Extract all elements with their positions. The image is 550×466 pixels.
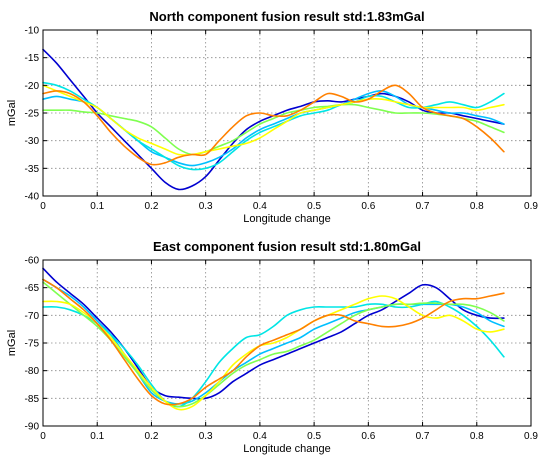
north-x-tick-label: 0.8 — [470, 201, 484, 212]
east-x-tick-label: 0.6 — [361, 431, 375, 442]
north-y-tick-label: -20 — [25, 81, 40, 92]
east-y-tick-label: -90 — [25, 422, 40, 433]
east-component-panel: East component fusion result std:1.80mGa… — [6, 239, 538, 455]
east-x-tick-label: 0 — [40, 431, 46, 442]
north-series-4-line — [42, 103, 505, 156]
north-y-tick-label: -30 — [25, 136, 40, 147]
north-y-tick-label: -35 — [25, 164, 40, 175]
east-x-ticks: 0 0.1 0.2 0.3 0.4 0.5 0.6 0.7 0.8 0.9 — [40, 260, 538, 442]
east-x-tick-label: 0.7 — [416, 431, 430, 442]
east-x-tick-label: 0.4 — [253, 431, 267, 442]
north-series-5-line — [42, 84, 505, 156]
north-x-tick-label: 0.1 — [90, 201, 104, 212]
north-component-panel: North component fusion result std:1.83mG… — [6, 9, 538, 225]
north-y-ticks: -40 -35 -30 -25 -20 -15 -10 — [25, 26, 531, 203]
east-y-tick-label: -75 — [25, 339, 40, 350]
east-y-tick-label: -85 — [25, 394, 40, 405]
north-y-tick-label: -15 — [25, 53, 40, 64]
north-x-tick-label: 0 — [40, 201, 46, 212]
north-x-tick-label: 0.3 — [199, 201, 213, 212]
north-x-tick-label: 0.9 — [524, 201, 538, 212]
east-x-tick-label: 0.9 — [524, 431, 538, 442]
north-x-tick-label: 0.7 — [416, 201, 430, 212]
east-y-ticks: -90 -85 -80 -75 -70 -65 -60 — [25, 256, 531, 433]
north-y-tick-label: -10 — [25, 26, 40, 37]
east-y-axis-label: mGal — [6, 330, 18, 356]
east-y-tick-label: -60 — [25, 256, 40, 267]
north-x-ticks: 0 0.1 0.2 0.3 0.4 0.5 0.6 0.7 0.8 0.9 — [40, 30, 538, 212]
east-x-tick-label: 0.8 — [470, 431, 484, 442]
east-x-axis-label: Longitude change — [243, 443, 330, 455]
north-y-tick-label: -40 — [25, 192, 40, 203]
north-x-tick-label: 0.2 — [144, 201, 158, 212]
north-y-tick-label: -25 — [25, 109, 40, 120]
east-x-tick-label: 0.3 — [199, 431, 213, 442]
east-x-tick-label: 0.2 — [144, 431, 158, 442]
north-x-axis-label: Longitude change — [243, 213, 330, 225]
north-y-axis-label: mGal — [6, 100, 18, 126]
east-series-6-line — [42, 278, 505, 406]
east-y-tick-label: -80 — [25, 366, 40, 377]
east-series-4-line — [42, 281, 505, 408]
east-chart-title: East component fusion result std:1.80mGa… — [153, 239, 421, 254]
east-series — [42, 267, 505, 411]
east-y-tick-label: -65 — [25, 283, 40, 294]
north-x-tick-label: 0.6 — [361, 201, 375, 212]
east-x-tick-label: 0.5 — [307, 431, 321, 442]
north-series — [42, 48, 505, 191]
north-x-tick-label: 0.4 — [253, 201, 267, 212]
east-x-tick-label: 0.1 — [90, 431, 104, 442]
north-x-tick-label: 0.5 — [307, 201, 321, 212]
north-chart-title: North component fusion result std:1.83mG… — [149, 9, 424, 24]
east-y-tick-label: -70 — [25, 311, 40, 322]
north-series-6-line — [42, 84, 505, 166]
